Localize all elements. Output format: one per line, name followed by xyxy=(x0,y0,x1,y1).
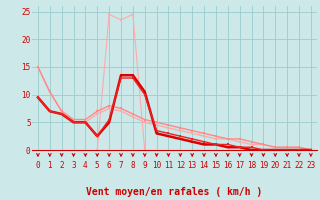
X-axis label: Vent moyen/en rafales ( km/h ): Vent moyen/en rafales ( km/h ) xyxy=(86,187,262,197)
